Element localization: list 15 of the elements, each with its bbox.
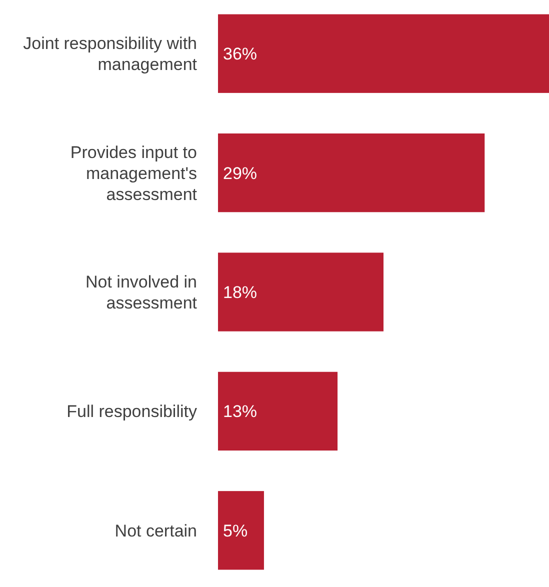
bar xyxy=(218,14,549,93)
bar xyxy=(218,252,384,332)
data-label: 36% xyxy=(223,44,258,64)
data-label: 5% xyxy=(223,521,248,540)
data-label: 18% xyxy=(223,283,258,302)
bar xyxy=(218,372,338,451)
y-tick-label: Full responsibility xyxy=(66,402,198,422)
y-tick-label: Not certain xyxy=(114,521,197,540)
y-tick-label: Provides input to management's assessment xyxy=(70,142,198,204)
y-tick-label: Joint responsibility with management xyxy=(23,34,198,74)
data-label: 29% xyxy=(223,164,258,183)
bar xyxy=(218,133,485,212)
data-label: 13% xyxy=(223,402,258,422)
bar xyxy=(218,491,264,570)
y-tick-label: Not involved in assessment xyxy=(85,272,198,312)
